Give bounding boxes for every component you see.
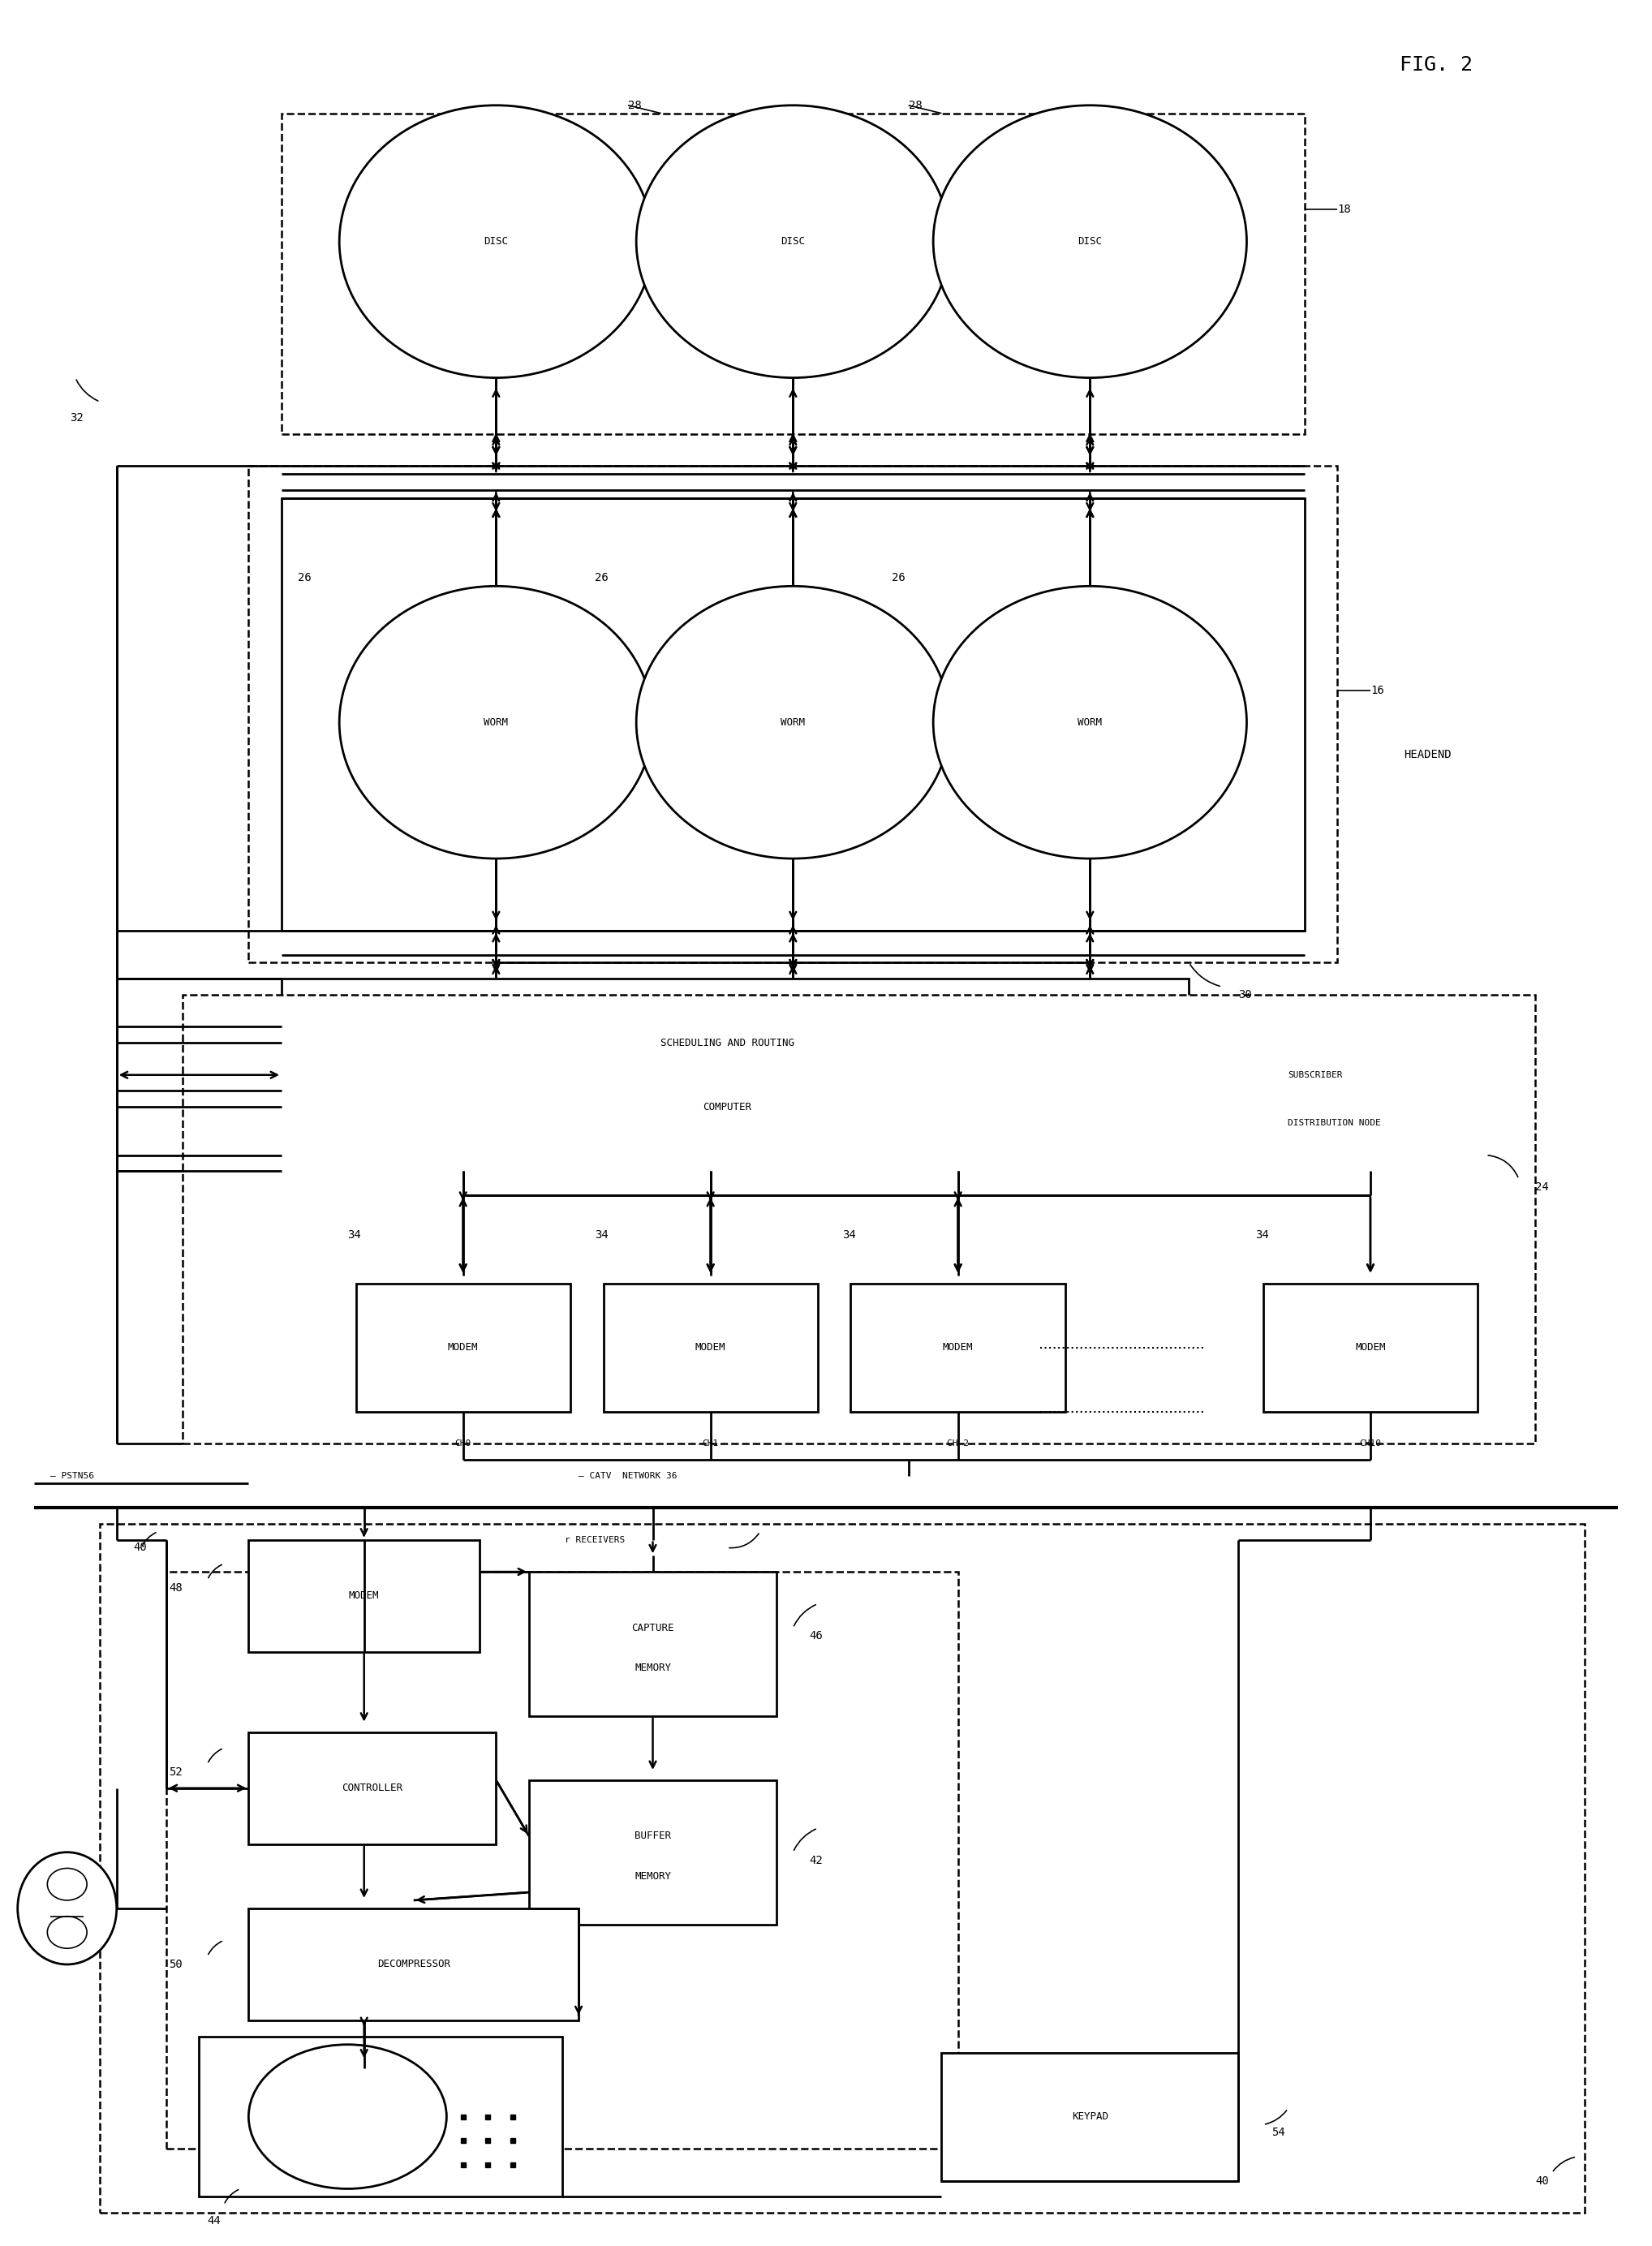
Bar <box>101 1523 1584 2212</box>
Text: WORM: WORM <box>484 716 509 728</box>
Text: 34: 34 <box>347 1229 362 1240</box>
Text: 26: 26 <box>595 573 608 584</box>
Text: 30: 30 <box>1239 988 1252 999</box>
Text: HEADEND: HEADEND <box>1404 748 1450 759</box>
Ellipse shape <box>248 2044 446 2190</box>
Text: 52: 52 <box>169 1765 183 1779</box>
Bar <box>355 1282 570 1410</box>
Bar <box>529 1781 776 1925</box>
Text: MODEM: MODEM <box>349 1590 380 1601</box>
Text: MODEM: MODEM <box>943 1343 973 1352</box>
Text: SCHEDULING AND ROUTING: SCHEDULING AND ROUTING <box>661 1038 795 1049</box>
Ellipse shape <box>48 1916 88 1947</box>
Text: 54: 54 <box>1272 2127 1285 2138</box>
Text: — PSTN56: — PSTN56 <box>51 1471 94 1480</box>
Bar <box>281 112 1305 433</box>
Bar <box>200 2037 562 2197</box>
Text: MODEM: MODEM <box>448 1343 479 1352</box>
Bar <box>183 995 1535 1444</box>
Text: 32: 32 <box>69 413 84 424</box>
Text: — CATV  NETWORK 36: — CATV NETWORK 36 <box>578 1471 677 1480</box>
Text: CH0: CH0 <box>454 1440 471 1449</box>
Ellipse shape <box>933 586 1247 858</box>
Ellipse shape <box>933 106 1247 377</box>
Text: 24: 24 <box>1535 1181 1550 1193</box>
Bar <box>167 1572 958 2149</box>
Text: SUBSCRIBER: SUBSCRIBER <box>1289 1071 1343 1078</box>
Text: CAPTURE: CAPTURE <box>631 1622 674 1633</box>
Text: 16: 16 <box>1371 685 1384 696</box>
Text: WORM: WORM <box>1077 716 1102 728</box>
Bar <box>942 2053 1239 2181</box>
Text: 28: 28 <box>909 99 922 110</box>
Ellipse shape <box>636 106 950 377</box>
Text: 50: 50 <box>169 1959 183 1970</box>
Bar <box>248 465 1338 964</box>
Text: CONTROLLER: CONTROLLER <box>342 1783 403 1792</box>
Text: 46: 46 <box>809 1631 823 1642</box>
Text: 48: 48 <box>169 1581 183 1592</box>
Text: DECOMPRESSOR: DECOMPRESSOR <box>377 1959 449 1970</box>
Text: DISC: DISC <box>781 236 805 247</box>
Text: 26: 26 <box>297 573 312 584</box>
Text: 34: 34 <box>843 1229 856 1240</box>
Text: MEMORY: MEMORY <box>634 1871 671 1882</box>
Text: 40: 40 <box>134 1543 147 1554</box>
Text: MEMORY: MEMORY <box>634 1662 671 1673</box>
Bar <box>281 979 1189 1170</box>
Text: 34: 34 <box>1256 1229 1269 1240</box>
Bar <box>248 1732 496 1844</box>
Text: 44: 44 <box>208 2215 221 2226</box>
Text: CH 2: CH 2 <box>947 1440 970 1449</box>
Text: 28: 28 <box>628 99 641 110</box>
Text: DISTRIBUTION NODE: DISTRIBUTION NODE <box>1289 1119 1381 1127</box>
Text: 18: 18 <box>1338 204 1351 216</box>
Text: MODEM: MODEM <box>1355 1343 1386 1352</box>
Bar <box>603 1282 818 1410</box>
Text: KEYPAD: KEYPAD <box>1072 2111 1108 2122</box>
Bar <box>248 1541 479 1651</box>
Bar <box>529 1572 776 1716</box>
Ellipse shape <box>339 586 653 858</box>
Ellipse shape <box>636 586 950 858</box>
Text: DISC: DISC <box>484 236 509 247</box>
Text: COMPUTER: COMPUTER <box>702 1103 752 1112</box>
Text: DISC: DISC <box>1077 236 1102 247</box>
Bar <box>281 499 1305 930</box>
Text: 42: 42 <box>809 1855 823 1866</box>
Text: CH1: CH1 <box>702 1440 719 1449</box>
Text: 34: 34 <box>595 1229 608 1240</box>
Text: r RECEIVERS: r RECEIVERS <box>565 1536 624 1543</box>
Text: CH10: CH10 <box>1360 1440 1381 1449</box>
Bar <box>1264 1282 1477 1410</box>
Ellipse shape <box>18 1853 117 1965</box>
Text: 26: 26 <box>892 573 905 584</box>
Ellipse shape <box>48 1869 88 1900</box>
Text: MODEM: MODEM <box>695 1343 725 1352</box>
Text: WORM: WORM <box>781 716 805 728</box>
Bar <box>248 1909 578 2021</box>
Bar <box>851 1282 1066 1410</box>
Text: 40: 40 <box>1535 2174 1550 2185</box>
Text: FIG. 2: FIG. 2 <box>1399 56 1474 74</box>
Ellipse shape <box>339 106 653 377</box>
Text: BUFFER: BUFFER <box>634 1830 671 1842</box>
